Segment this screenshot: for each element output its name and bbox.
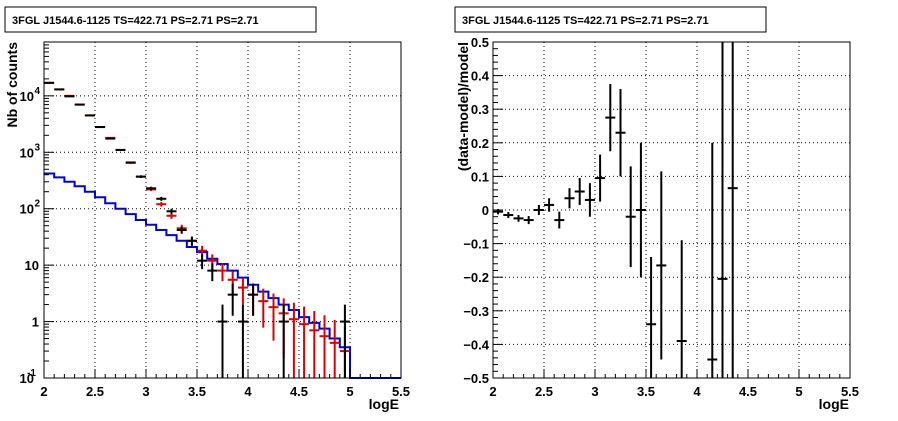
counts-plot-frame xyxy=(43,41,402,379)
residual-x-tick-label: 5 xyxy=(795,384,802,399)
counts-x-tick-label: 5.5 xyxy=(392,384,410,399)
residual-title: 3FGL J1544.6-1125 TS=422.71 PS=2.71 PS=2… xyxy=(462,15,709,27)
counts-y-tick-label: 10 xyxy=(20,145,34,160)
residual-y-axis-label: (data-model)/model xyxy=(455,42,471,171)
residual-points xyxy=(493,42,738,378)
counts-title-box xyxy=(4,6,317,33)
residual-x-axis-label: logE xyxy=(819,396,849,412)
residual-x-tick-label: 2.5 xyxy=(535,384,553,399)
counts-y-tick-exponent: -1 xyxy=(27,368,36,379)
residual-y-tick-label: −0.4 xyxy=(463,337,489,352)
counts-x-tick-label: 4 xyxy=(244,384,252,399)
residual-x-tick-label: 3.5 xyxy=(637,384,655,399)
residual-title-box xyxy=(454,6,767,33)
residual-x-tick-label: 2 xyxy=(489,384,496,399)
counts-panel: 3FGL J1544.6-1125 TS=422.71 PS=2.71 PS=2… xyxy=(4,6,410,412)
residual-x-tick-label: 5.5 xyxy=(841,384,859,399)
residual-y-tick-label: −0.1 xyxy=(463,237,489,252)
residual-y-tick-label: −0.2 xyxy=(463,270,489,285)
counts-x-tick-label: 2.5 xyxy=(86,384,104,399)
counts-y-tick-label: 10 xyxy=(20,202,34,217)
residual-y-tick-label: 0.5 xyxy=(471,35,489,50)
counts-y-tick-exponent: 4 xyxy=(34,86,40,97)
counts-y-tick-exponent: 3 xyxy=(34,142,40,153)
counts-y-tick-label: 1 xyxy=(32,315,39,330)
residual-y-tick-label: −0.5 xyxy=(463,371,489,386)
residual-axis-ticks: 2 2.5 3 3.5 4 4.5 5 5.5 −0.5 −0.4 −0.3 −0.2 −0.1 0 0.1… xyxy=(463,35,859,399)
counts-x-axis-label: logE xyxy=(369,396,399,412)
counts-y-tick-exponent: 2 xyxy=(34,199,40,210)
counts-x-tick-label: 5 xyxy=(346,384,353,399)
counts-grid xyxy=(44,42,401,378)
counts-x-tick-label: 3.5 xyxy=(188,384,206,399)
residual-y-tick-label: 0.1 xyxy=(471,169,489,184)
residual-y-tick-label: 0.3 xyxy=(471,102,489,117)
counts-title: 3FGL J1544.6-1125 TS=422.71 PS=2.71 PS=2… xyxy=(12,15,259,27)
residual-x-tick-label: 4 xyxy=(693,384,701,399)
residual-grid xyxy=(493,42,850,378)
residual-panel: 3FGL J1544.6-1125 TS=422.71 PS=2.71 PS=2… xyxy=(454,6,859,412)
residual-x-tick-label: 3 xyxy=(591,384,598,399)
counts-x-tick-label: 2 xyxy=(40,384,47,399)
counts-x-tick-label: 4.5 xyxy=(290,384,308,399)
counts-y-axis-label: Nb of counts xyxy=(4,42,20,128)
counts-y-tick-label: 10 xyxy=(25,258,39,273)
counts-y-tick-label: 10 xyxy=(20,371,34,386)
residual-y-tick-label: −0.3 xyxy=(463,304,489,319)
count-points xyxy=(44,81,350,378)
counts-y-tick-label: 10 xyxy=(20,89,34,104)
residual-y-tick-label: 0 xyxy=(482,203,489,218)
residual-y-tick-label: 0.4 xyxy=(471,69,490,84)
residual-y-tick-label: 0.2 xyxy=(471,136,489,151)
counts-x-tick-label: 3 xyxy=(142,384,149,399)
residual-x-tick-label: 4.5 xyxy=(739,384,757,399)
residual-plot-frame xyxy=(492,41,851,379)
